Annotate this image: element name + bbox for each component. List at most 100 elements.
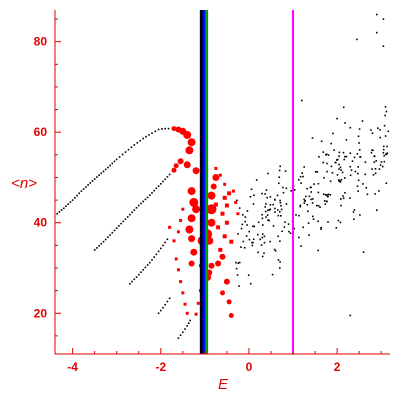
- scatter-point: [261, 192, 263, 195]
- scatter-point: [374, 168, 377, 170]
- curve-point: [107, 166, 109, 169]
- curve-point: [157, 185, 160, 187]
- scatter-point: [326, 195, 329, 198]
- scatter-point: [235, 261, 237, 264]
- scatter-point: [349, 152, 352, 154]
- scatter-point: [290, 190, 292, 192]
- curve-point: [63, 207, 65, 210]
- scatter-point: [319, 206, 321, 208]
- curve-point: [135, 207, 138, 209]
- scatter-point: [238, 285, 240, 287]
- scatter-point: [300, 245, 302, 247]
- scatter-point: [338, 179, 340, 181]
- red-point: [206, 204, 217, 215]
- scatter-point: [261, 236, 264, 239]
- scatter-point: [358, 149, 361, 151]
- scatter-point: [303, 166, 305, 168]
- scatter-point: [339, 166, 342, 169]
- scatter-point: [253, 194, 255, 196]
- scatter-point: [370, 129, 372, 131]
- scatter-point: [298, 236, 300, 239]
- scatter-point: [374, 193, 376, 195]
- scatter-point: [357, 166, 359, 168]
- scatter-point: [248, 230, 250, 233]
- scatter-point: [357, 190, 359, 192]
- scatter-point: [364, 173, 367, 176]
- scatter-point: [324, 194, 327, 196]
- scatter-point: [359, 156, 361, 158]
- red-point: [171, 167, 177, 173]
- scatter-point: [299, 204, 302, 207]
- scatter-point: [376, 209, 378, 211]
- curve-point: [102, 170, 105, 173]
- scatter-point: [372, 149, 374, 152]
- curve-point: [140, 271, 142, 273]
- scatter-point: [255, 179, 258, 181]
- scatter-point: [293, 189, 296, 191]
- curve-point: [157, 312, 160, 315]
- red-point: [171, 126, 177, 132]
- scatter-point: [378, 190, 380, 192]
- scatter-point: [361, 120, 364, 122]
- curve-point: [120, 222, 122, 225]
- scatter-point: [351, 160, 354, 162]
- curve-point: [98, 245, 100, 247]
- scatter-point: [282, 186, 284, 189]
- red-point: [179, 280, 183, 284]
- scatter-point: [342, 195, 344, 197]
- scatter-point: [278, 176, 281, 178]
- curve-point: [87, 184, 89, 186]
- scatter-point: [320, 226, 322, 229]
- curve-point: [142, 200, 144, 203]
- scatter-point: [324, 203, 327, 205]
- scatter-point: [277, 235, 279, 238]
- x-tick-label: -4: [67, 360, 78, 374]
- y-tick-label: 20: [34, 306, 48, 320]
- scatter-point: [385, 110, 388, 113]
- curve-point: [78, 192, 80, 195]
- scatter-point: [263, 252, 265, 254]
- scatter-point: [280, 204, 282, 207]
- red-point: [224, 220, 229, 225]
- red-point: [189, 197, 199, 207]
- scatter-point: [293, 227, 296, 230]
- scatter-point: [268, 219, 270, 222]
- scatter-point: [378, 168, 381, 170]
- scatter-point: [329, 180, 332, 183]
- scatter-point: [352, 211, 355, 213]
- scatter-point: [250, 188, 253, 191]
- scatter-point: [280, 208, 283, 211]
- red-point: [224, 203, 229, 208]
- scatter-point: [241, 214, 244, 216]
- curve-point: [138, 273, 140, 276]
- x-axis-title: E: [218, 376, 229, 393]
- scatter-point: [261, 233, 264, 235]
- scatter-point: [242, 240, 245, 243]
- scatter-point: [312, 198, 314, 200]
- scatter-point: [243, 247, 246, 249]
- curve-point: [109, 234, 111, 236]
- scatter-point: [342, 197, 345, 199]
- scatter-point: [384, 106, 387, 108]
- scatter-point: [241, 223, 244, 226]
- red-point: [185, 146, 194, 155]
- scatter-point: [246, 210, 249, 212]
- scatter-point: [358, 128, 361, 130]
- scatter-point: [235, 267, 238, 270]
- curve-point: [96, 176, 98, 178]
- y-tick-label: 40: [34, 216, 48, 230]
- plot-area: [56, 10, 390, 354]
- scatter-point: [262, 224, 264, 226]
- scatter-point: [335, 227, 338, 229]
- red-point: [176, 268, 180, 272]
- curve-point: [154, 130, 157, 133]
- scatter-point: [269, 204, 272, 206]
- scatter-point: [384, 114, 386, 117]
- red-point: [207, 191, 216, 200]
- x-tick-label: 0: [246, 360, 253, 374]
- scatter-point: [259, 238, 261, 241]
- curve-point: [60, 209, 63, 211]
- curve-point: [111, 162, 114, 165]
- curve-point: [85, 186, 87, 188]
